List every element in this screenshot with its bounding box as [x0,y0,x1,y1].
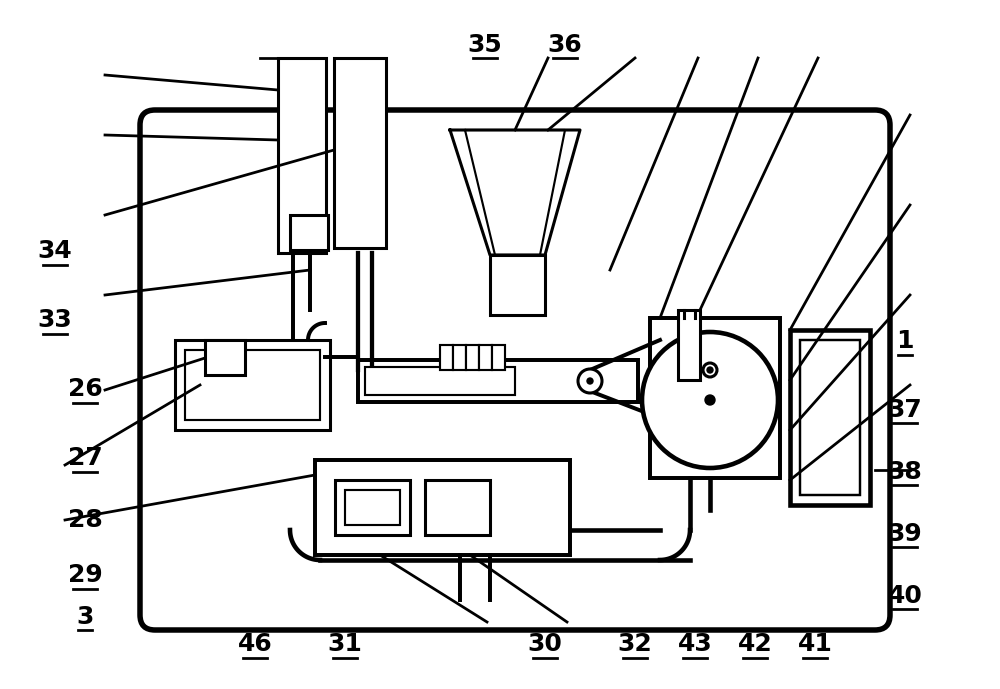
Circle shape [587,378,593,384]
Bar [492,345,505,370]
Bar [440,345,453,370]
Text: 31: 31 [328,633,362,656]
Bar [278,58,326,253]
Bar [185,350,320,420]
Text: 34: 34 [38,240,72,263]
Bar [678,310,700,380]
Circle shape [703,363,717,377]
Text: 39: 39 [888,522,922,546]
Bar [365,367,515,395]
Bar [466,345,479,370]
Bar [453,345,466,370]
Bar [175,340,330,430]
Bar [790,330,870,505]
Text: 40: 40 [888,584,922,608]
Text: 36: 36 [548,33,582,56]
Circle shape [707,367,713,373]
Bar [479,345,492,370]
Circle shape [642,332,778,468]
Text: 28: 28 [68,508,102,532]
Text: 38: 38 [888,460,922,484]
Circle shape [578,369,602,393]
Text: 27: 27 [68,446,102,470]
Bar [205,340,245,375]
Text: 29: 29 [68,564,102,587]
Text: 33: 33 [38,309,72,332]
Bar [425,480,490,535]
Text: 42: 42 [738,633,772,656]
Bar [800,340,860,495]
Text: 32: 32 [618,633,652,656]
Bar [334,58,386,248]
Text: 43: 43 [678,633,712,656]
Text: 1: 1 [896,329,914,353]
Bar [315,460,570,555]
Text: 3: 3 [76,605,94,628]
Bar [345,490,400,525]
Text: 46: 46 [238,633,272,656]
Bar [650,318,780,478]
Bar [335,480,410,535]
Text: 41: 41 [798,633,832,656]
Circle shape [705,395,715,405]
Text: 37: 37 [888,398,922,422]
Text: 35: 35 [468,33,502,56]
Text: 26: 26 [68,378,102,401]
FancyBboxPatch shape [140,110,890,630]
Bar [290,215,328,250]
Text: 30: 30 [528,633,562,656]
Bar [490,255,545,315]
Bar [358,360,638,402]
